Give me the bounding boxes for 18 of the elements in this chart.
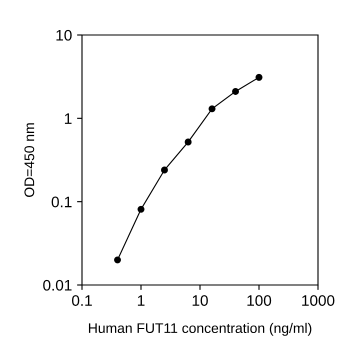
point xyxy=(161,166,168,174)
point xyxy=(114,256,121,264)
y-axis-title: OD=450 nm xyxy=(24,123,34,197)
x-tick-label: 1000 xyxy=(302,295,334,306)
x-tick-label: 1 xyxy=(138,295,145,306)
y-tick-label: 0.1 xyxy=(52,196,72,208)
x-tick-label: 0.1 xyxy=(72,295,92,306)
point xyxy=(208,105,216,112)
y-tick-label: 1 xyxy=(64,113,72,124)
x-axis-title: Human FUT11 concentration (ng/ml) xyxy=(88,322,312,336)
point xyxy=(184,138,192,146)
point xyxy=(232,88,239,95)
x-tick-label: 100 xyxy=(247,295,272,306)
point xyxy=(256,74,262,81)
y-tick-label: 10 xyxy=(56,30,72,41)
x-tick-label: 10 xyxy=(192,295,208,306)
y-tick-label: 0.01 xyxy=(43,280,72,291)
point xyxy=(138,206,144,213)
